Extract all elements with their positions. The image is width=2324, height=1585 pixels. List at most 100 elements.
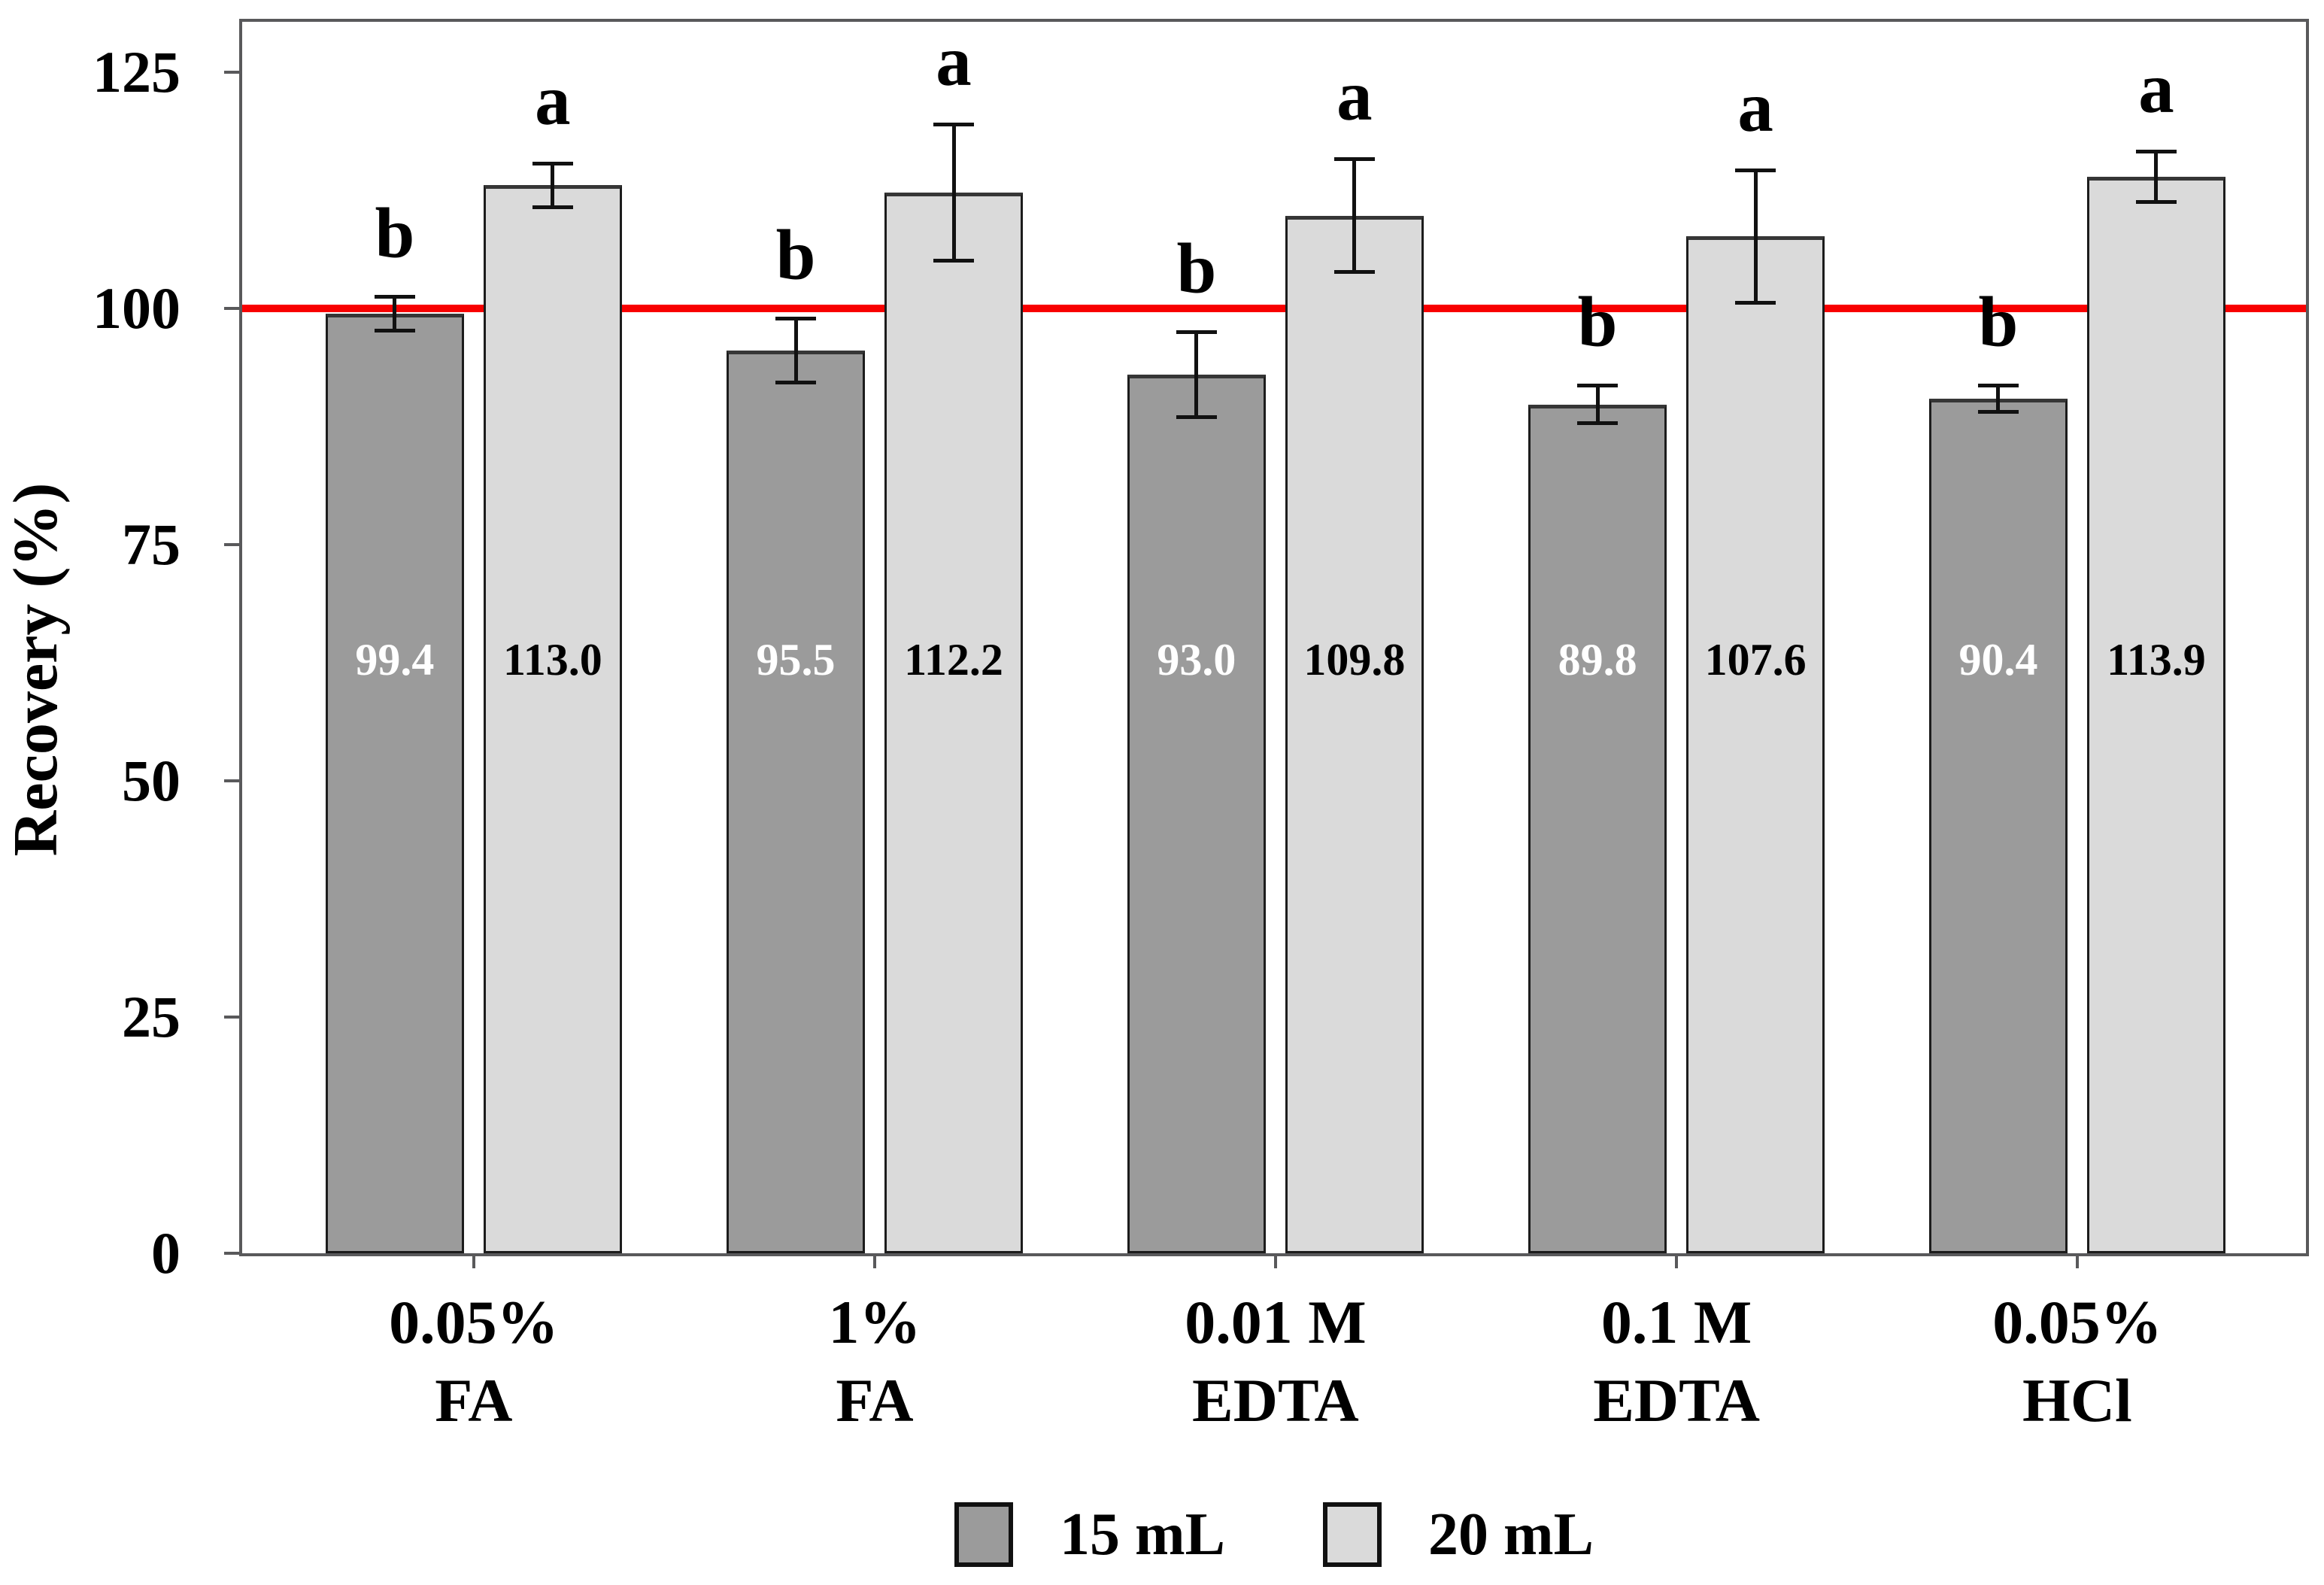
bar-20ml-1 — [884, 193, 1024, 1253]
error-bar-cap — [1176, 414, 1217, 419]
legend-swatch — [1323, 1502, 1382, 1567]
error-bar-cap — [2135, 149, 2177, 153]
bar-15ml-0 — [325, 314, 464, 1253]
error-bar-cap — [1735, 300, 1776, 305]
plot-area: b 99.4 b 95.5 b 93.0 b 89.8 b 90.4 a 113.0 a 112.2 a 10… — [239, 19, 2309, 1256]
x-tick-label: 0.1 M EDTA — [1593, 1288, 1760, 1435]
sig-letter: b — [775, 214, 816, 295]
error-bar-line — [551, 161, 555, 209]
bar-20ml-0 — [483, 185, 622, 1253]
error-bar-line — [1753, 168, 1758, 305]
value-label: 90.4 — [1958, 635, 2038, 685]
y-tick-label: 125 — [93, 38, 181, 105]
bar-15ml-4 — [1928, 399, 2068, 1253]
bar-20ml-4 — [2086, 177, 2225, 1253]
legend-entry: 20 mL — [1323, 1502, 1594, 1567]
sig-letter: b — [1176, 228, 1217, 308]
x-tick-label: 0.01 M EDTA — [1185, 1288, 1367, 1435]
y-tick-mark — [224, 1015, 239, 1019]
error-bar-cap — [532, 161, 573, 165]
error-bar-cap — [933, 123, 975, 127]
error-bar-cap — [933, 259, 975, 263]
error-bar-line — [793, 316, 798, 385]
legend-swatch — [954, 1502, 1013, 1567]
error-bar-line — [1194, 329, 1199, 419]
sig-letter: a — [2138, 47, 2174, 128]
error-bar-cap — [1977, 384, 2019, 388]
error-bar — [2135, 149, 2177, 205]
x-tick-mark — [2075, 1256, 2079, 1268]
error-bar-cap — [532, 205, 573, 209]
bar-20ml-2 — [1285, 215, 1424, 1253]
sig-letter: a — [936, 21, 972, 102]
y-axis-title: Recovery (%) — [1, 482, 71, 857]
value-label: 107.6 — [1704, 635, 1807, 685]
bar-20ml-3 — [1686, 236, 1825, 1253]
legend-label: 20 mL — [1428, 1501, 1594, 1568]
y-tick-label: 75 — [122, 511, 181, 577]
error-bar-line — [1996, 384, 2001, 414]
error-bar — [374, 295, 415, 333]
x-tick-label: 0.05% FA — [389, 1288, 559, 1435]
value-label: 99.4 — [355, 635, 435, 685]
value-label: 113.0 — [503, 635, 602, 685]
error-bar — [532, 161, 573, 209]
error-bar-cap — [1333, 156, 1375, 161]
y-tick-label: 100 — [93, 275, 181, 341]
error-bar-cap — [775, 316, 817, 320]
y-tick-mark — [224, 306, 239, 310]
sig-letter: b — [1978, 282, 2019, 363]
reference-line — [242, 304, 2306, 312]
error-bar — [933, 123, 975, 263]
bar-15ml-1 — [727, 351, 866, 1253]
y-tick-mark — [224, 779, 239, 782]
value-label: 95.5 — [756, 635, 836, 685]
value-label: 93.0 — [1157, 635, 1236, 685]
error-bar — [775, 316, 817, 385]
error-bar — [1977, 384, 2019, 414]
x-tick-mark — [873, 1256, 877, 1268]
error-bar-cap — [374, 329, 415, 333]
error-bar-cap — [374, 295, 415, 299]
bar-15ml-2 — [1127, 374, 1266, 1253]
x-tick-mark — [472, 1256, 475, 1268]
error-bar-line — [2154, 149, 2159, 205]
sig-letter: b — [375, 193, 415, 274]
value-label: 89.8 — [1558, 635, 1637, 685]
error-bar — [1176, 329, 1217, 419]
error-bar-cap — [1577, 384, 1619, 388]
value-label: 112.2 — [904, 635, 1003, 685]
error-bar-line — [1352, 156, 1357, 275]
error-bar-line — [393, 295, 397, 333]
y-tick-mark — [224, 542, 239, 546]
error-bar-line — [951, 123, 956, 263]
error-bar — [1735, 168, 1776, 305]
legend-label: 15 mL — [1060, 1501, 1225, 1568]
x-tick-label: 0.05% HCl — [1992, 1288, 2162, 1435]
value-label: 113.9 — [2107, 635, 2206, 685]
legend-entry: 15 mL — [954, 1502, 1225, 1567]
y-tick-label: 0 — [151, 1220, 181, 1286]
error-bar-cap — [1735, 168, 1776, 172]
error-bar-cap — [1577, 421, 1619, 426]
sig-letter: b — [1577, 282, 1618, 363]
bar-15ml-3 — [1528, 404, 1667, 1253]
y-tick-label: 25 — [122, 983, 181, 1049]
error-bar — [1333, 156, 1375, 275]
sig-letter: a — [1737, 66, 1773, 147]
error-bar-cap — [1333, 270, 1375, 275]
error-bar-line — [1595, 384, 1600, 426]
y-tick-mark — [224, 70, 239, 74]
x-tick-mark — [1675, 1256, 1679, 1268]
value-label: 109.8 — [1303, 635, 1406, 685]
error-bar-cap — [2135, 200, 2177, 205]
error-bar-cap — [1176, 329, 1217, 334]
y-tick-label: 50 — [122, 747, 181, 813]
error-bar — [1577, 384, 1619, 426]
sig-letter: a — [535, 59, 571, 140]
y-tick-mark — [224, 1252, 239, 1255]
sig-letter: a — [1336, 55, 1373, 135]
legend: 15 mL 20 mL — [239, 1493, 2309, 1576]
error-bar-cap — [775, 381, 817, 385]
